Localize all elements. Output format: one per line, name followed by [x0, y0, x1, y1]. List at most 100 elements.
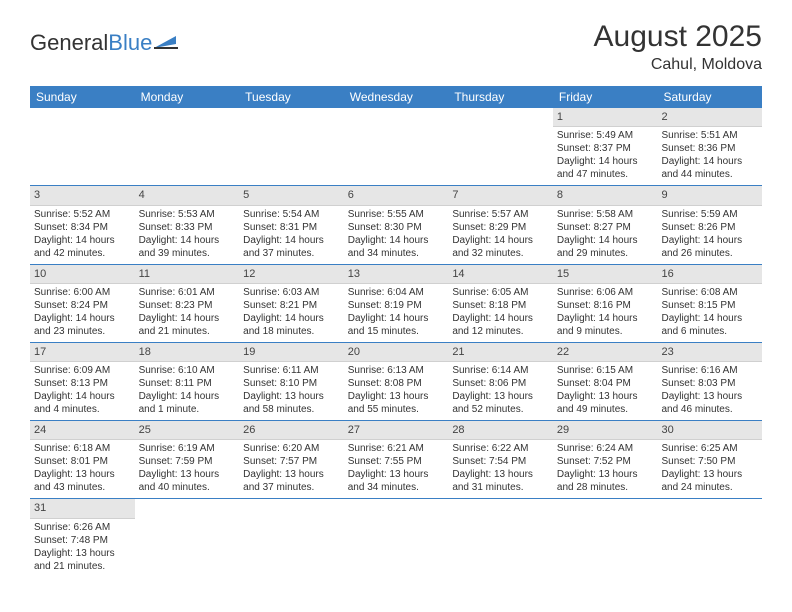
day-body: Sunrise: 6:15 AMSunset: 8:04 PMDaylight:… [553, 362, 658, 420]
day-number: 25 [135, 421, 240, 440]
day-header: Monday [135, 86, 240, 108]
day-cell: 24Sunrise: 6:18 AMSunset: 8:01 PMDayligh… [30, 421, 135, 498]
day-number: 5 [239, 186, 344, 205]
sunrise: Sunrise: 5:57 AM [452, 208, 549, 221]
sunrise: Sunrise: 5:55 AM [348, 208, 445, 221]
daylight: Daylight: 14 hours and 44 minutes. [661, 155, 758, 181]
sunset: Sunset: 7:52 PM [557, 455, 654, 468]
daylight: Daylight: 14 hours and 47 minutes. [557, 155, 654, 181]
day-cell: 25Sunrise: 6:19 AMSunset: 7:59 PMDayligh… [135, 421, 240, 498]
day-header: Wednesday [344, 86, 449, 108]
sunset: Sunset: 7:55 PM [348, 455, 445, 468]
day-number: 2 [657, 108, 762, 127]
sunrise: Sunrise: 6:24 AM [557, 442, 654, 455]
day-cell: 22Sunrise: 6:15 AMSunset: 8:04 PMDayligh… [553, 343, 658, 420]
day-cell: 23Sunrise: 6:16 AMSunset: 8:03 PMDayligh… [657, 343, 762, 420]
week-row: 1Sunrise: 5:49 AMSunset: 8:37 PMDaylight… [30, 108, 762, 186]
calendar: Sunday Monday Tuesday Wednesday Thursday… [30, 86, 762, 577]
sunset: Sunset: 8:16 PM [557, 299, 654, 312]
sunset: Sunset: 8:21 PM [243, 299, 340, 312]
day-number: 20 [344, 343, 449, 362]
daylight: Daylight: 13 hours and 28 minutes. [557, 468, 654, 494]
day-cell: 8Sunrise: 5:58 AMSunset: 8:27 PMDaylight… [553, 186, 658, 263]
day-body: Sunrise: 6:06 AMSunset: 8:16 PMDaylight:… [553, 284, 658, 342]
day-cell [657, 499, 762, 576]
location: Cahul, Moldova [594, 56, 762, 74]
sunrise: Sunrise: 6:19 AM [139, 442, 236, 455]
sunrise: Sunrise: 6:18 AM [34, 442, 131, 455]
sunset: Sunset: 8:11 PM [139, 377, 236, 390]
day-body: Sunrise: 6:01 AMSunset: 8:23 PMDaylight:… [135, 284, 240, 342]
sunset: Sunset: 8:27 PM [557, 221, 654, 234]
sunrise: Sunrise: 6:21 AM [348, 442, 445, 455]
day-header: Thursday [448, 86, 553, 108]
daylight: Daylight: 14 hours and 26 minutes. [661, 234, 758, 260]
logo-text-blue: Blue [108, 30, 152, 56]
sunset: Sunset: 8:06 PM [452, 377, 549, 390]
day-cell: 9Sunrise: 5:59 AMSunset: 8:26 PMDaylight… [657, 186, 762, 263]
day-body: Sunrise: 6:18 AMSunset: 8:01 PMDaylight:… [30, 440, 135, 498]
day-cell [344, 499, 449, 576]
sunset: Sunset: 8:18 PM [452, 299, 549, 312]
daylight: Daylight: 13 hours and 31 minutes. [452, 468, 549, 494]
day-cell: 2Sunrise: 5:51 AMSunset: 8:36 PMDaylight… [657, 108, 762, 185]
sunset: Sunset: 7:57 PM [243, 455, 340, 468]
daylight: Daylight: 13 hours and 40 minutes. [139, 468, 236, 494]
header: GeneralBlue August 2025 Cahul, Moldova [0, 0, 792, 82]
day-header: Sunday [30, 86, 135, 108]
day-body: Sunrise: 5:53 AMSunset: 8:33 PMDaylight:… [135, 206, 240, 264]
sunset: Sunset: 8:36 PM [661, 142, 758, 155]
day-cell: 1Sunrise: 5:49 AMSunset: 8:37 PMDaylight… [553, 108, 658, 185]
sunrise: Sunrise: 6:04 AM [348, 286, 445, 299]
day-number: 11 [135, 265, 240, 284]
day-number: 29 [553, 421, 658, 440]
daylight: Daylight: 13 hours and 46 minutes. [661, 390, 758, 416]
daylight: Daylight: 13 hours and 24 minutes. [661, 468, 758, 494]
sunrise: Sunrise: 6:26 AM [34, 521, 131, 534]
sunset: Sunset: 7:54 PM [452, 455, 549, 468]
day-body: Sunrise: 5:51 AMSunset: 8:36 PMDaylight:… [657, 127, 762, 185]
day-cell: 27Sunrise: 6:21 AMSunset: 7:55 PMDayligh… [344, 421, 449, 498]
day-cell: 7Sunrise: 5:57 AMSunset: 8:29 PMDaylight… [448, 186, 553, 263]
day-body: Sunrise: 6:26 AMSunset: 7:48 PMDaylight:… [30, 519, 135, 577]
day-number: 21 [448, 343, 553, 362]
day-cell: 11Sunrise: 6:01 AMSunset: 8:23 PMDayligh… [135, 265, 240, 342]
day-cell [239, 499, 344, 576]
flag-icon [154, 30, 180, 56]
day-header-row: Sunday Monday Tuesday Wednesday Thursday… [30, 86, 762, 108]
day-cell: 21Sunrise: 6:14 AMSunset: 8:06 PMDayligh… [448, 343, 553, 420]
day-body: Sunrise: 6:00 AMSunset: 8:24 PMDaylight:… [30, 284, 135, 342]
sunset: Sunset: 8:15 PM [661, 299, 758, 312]
week-row: 31Sunrise: 6:26 AMSunset: 7:48 PMDayligh… [30, 499, 762, 576]
day-body: Sunrise: 6:20 AMSunset: 7:57 PMDaylight:… [239, 440, 344, 498]
sunrise: Sunrise: 6:13 AM [348, 364, 445, 377]
day-cell: 17Sunrise: 6:09 AMSunset: 8:13 PMDayligh… [30, 343, 135, 420]
daylight: Daylight: 13 hours and 58 minutes. [243, 390, 340, 416]
daylight: Daylight: 13 hours and 52 minutes. [452, 390, 549, 416]
sunrise: Sunrise: 6:25 AM [661, 442, 758, 455]
day-cell: 10Sunrise: 6:00 AMSunset: 8:24 PMDayligh… [30, 265, 135, 342]
sunrise: Sunrise: 5:58 AM [557, 208, 654, 221]
sunset: Sunset: 8:23 PM [139, 299, 236, 312]
sunset: Sunset: 8:03 PM [661, 377, 758, 390]
day-number: 6 [344, 186, 449, 205]
sunset: Sunset: 8:29 PM [452, 221, 549, 234]
day-cell [135, 108, 240, 185]
day-number: 10 [30, 265, 135, 284]
day-number: 13 [344, 265, 449, 284]
sunrise: Sunrise: 5:54 AM [243, 208, 340, 221]
day-cell: 3Sunrise: 5:52 AMSunset: 8:34 PMDaylight… [30, 186, 135, 263]
day-body: Sunrise: 5:57 AMSunset: 8:29 PMDaylight:… [448, 206, 553, 264]
sunrise: Sunrise: 5:51 AM [661, 129, 758, 142]
sunset: Sunset: 7:48 PM [34, 534, 131, 547]
sunrise: Sunrise: 6:22 AM [452, 442, 549, 455]
sunset: Sunset: 8:33 PM [139, 221, 236, 234]
day-cell: 6Sunrise: 5:55 AMSunset: 8:30 PMDaylight… [344, 186, 449, 263]
daylight: Daylight: 13 hours and 55 minutes. [348, 390, 445, 416]
sunrise: Sunrise: 6:20 AM [243, 442, 340, 455]
day-header: Tuesday [239, 86, 344, 108]
day-header: Saturday [657, 86, 762, 108]
sunrise: Sunrise: 6:00 AM [34, 286, 131, 299]
sunset: Sunset: 7:50 PM [661, 455, 758, 468]
sunset: Sunset: 8:34 PM [34, 221, 131, 234]
